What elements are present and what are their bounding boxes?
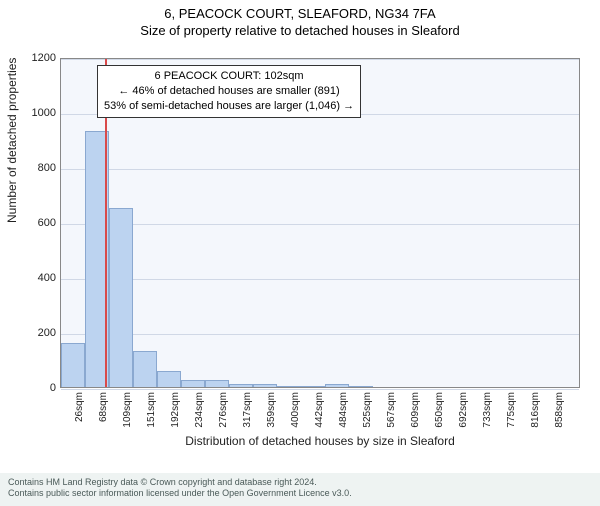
footer: Contains HM Land Registry data © Crown c… xyxy=(0,473,600,506)
x-axis-label: Distribution of detached houses by size … xyxy=(60,434,580,448)
y-tick-label: 400 xyxy=(16,272,56,284)
x-tick-label: 317sqm xyxy=(242,392,253,432)
x-tick-label: 26sqm xyxy=(74,392,85,432)
chart-container: 6 PEACOCK COURT: 102sqm← 46% of detached… xyxy=(60,58,580,428)
y-tick-label: 1000 xyxy=(16,107,56,119)
page-subtitle: Size of property relative to detached ho… xyxy=(0,23,600,38)
histogram-bar xyxy=(109,208,133,387)
x-tick-label: 567sqm xyxy=(386,392,397,432)
histogram-bar xyxy=(61,343,85,387)
y-axis-label: Number of detached properties xyxy=(5,58,19,223)
gridline xyxy=(61,59,579,60)
gridline xyxy=(61,389,579,390)
page-title: 6, PEACOCK COURT, SLEAFORD, NG34 7FA xyxy=(0,6,600,21)
x-tick-label: 192sqm xyxy=(170,392,181,432)
gridline xyxy=(61,279,579,280)
x-tick-label: 400sqm xyxy=(290,392,301,432)
y-tick-label: 800 xyxy=(16,162,56,174)
x-tick-label: 109sqm xyxy=(122,392,133,432)
x-tick-label: 775sqm xyxy=(506,392,517,432)
histogram-bar xyxy=(277,386,301,387)
annotation-box: 6 PEACOCK COURT: 102sqm← 46% of detached… xyxy=(97,65,361,118)
x-tick-label: 234sqm xyxy=(194,392,205,432)
y-tick-label: 600 xyxy=(16,217,56,229)
histogram-bar xyxy=(325,384,349,387)
histogram-bar xyxy=(157,371,181,388)
y-tick-label: 1200 xyxy=(16,52,56,64)
x-tick-label: 442sqm xyxy=(314,392,325,432)
annotation-line: 6 PEACOCK COURT: 102sqm xyxy=(104,69,354,84)
x-tick-label: 151sqm xyxy=(146,392,157,432)
annotation-line: ← 46% of detached houses are smaller (89… xyxy=(104,84,354,99)
y-tick-label: 200 xyxy=(16,327,56,339)
gridline xyxy=(61,224,579,225)
x-tick-label: 484sqm xyxy=(338,392,349,432)
gridline xyxy=(61,334,579,335)
x-tick-label: 609sqm xyxy=(410,392,421,432)
x-tick-label: 68sqm xyxy=(98,392,109,432)
histogram-bar xyxy=(301,386,325,387)
x-tick-label: 650sqm xyxy=(434,392,445,432)
histogram-bar xyxy=(229,384,253,387)
x-tick-label: 692sqm xyxy=(458,392,469,432)
histogram-bar xyxy=(133,351,157,387)
histogram-bar xyxy=(349,386,373,387)
plot-area: 6 PEACOCK COURT: 102sqm← 46% of detached… xyxy=(60,58,580,388)
y-tick-label: 0 xyxy=(16,382,56,394)
annotation-line: 53% of semi-detached houses are larger (… xyxy=(104,99,354,114)
footer-line-1: Contains HM Land Registry data © Crown c… xyxy=(8,477,592,489)
x-tick-label: 359sqm xyxy=(266,392,277,432)
x-tick-label: 525sqm xyxy=(362,392,373,432)
x-tick-label: 858sqm xyxy=(554,392,565,432)
histogram-bar xyxy=(205,380,229,387)
footer-line-2: Contains public sector information licen… xyxy=(8,488,592,500)
gridline xyxy=(61,169,579,170)
x-tick-label: 276sqm xyxy=(218,392,229,432)
x-tick-label: 733sqm xyxy=(482,392,493,432)
histogram-bar xyxy=(181,380,205,387)
histogram-bar xyxy=(253,384,277,387)
x-tick-label: 816sqm xyxy=(530,392,541,432)
